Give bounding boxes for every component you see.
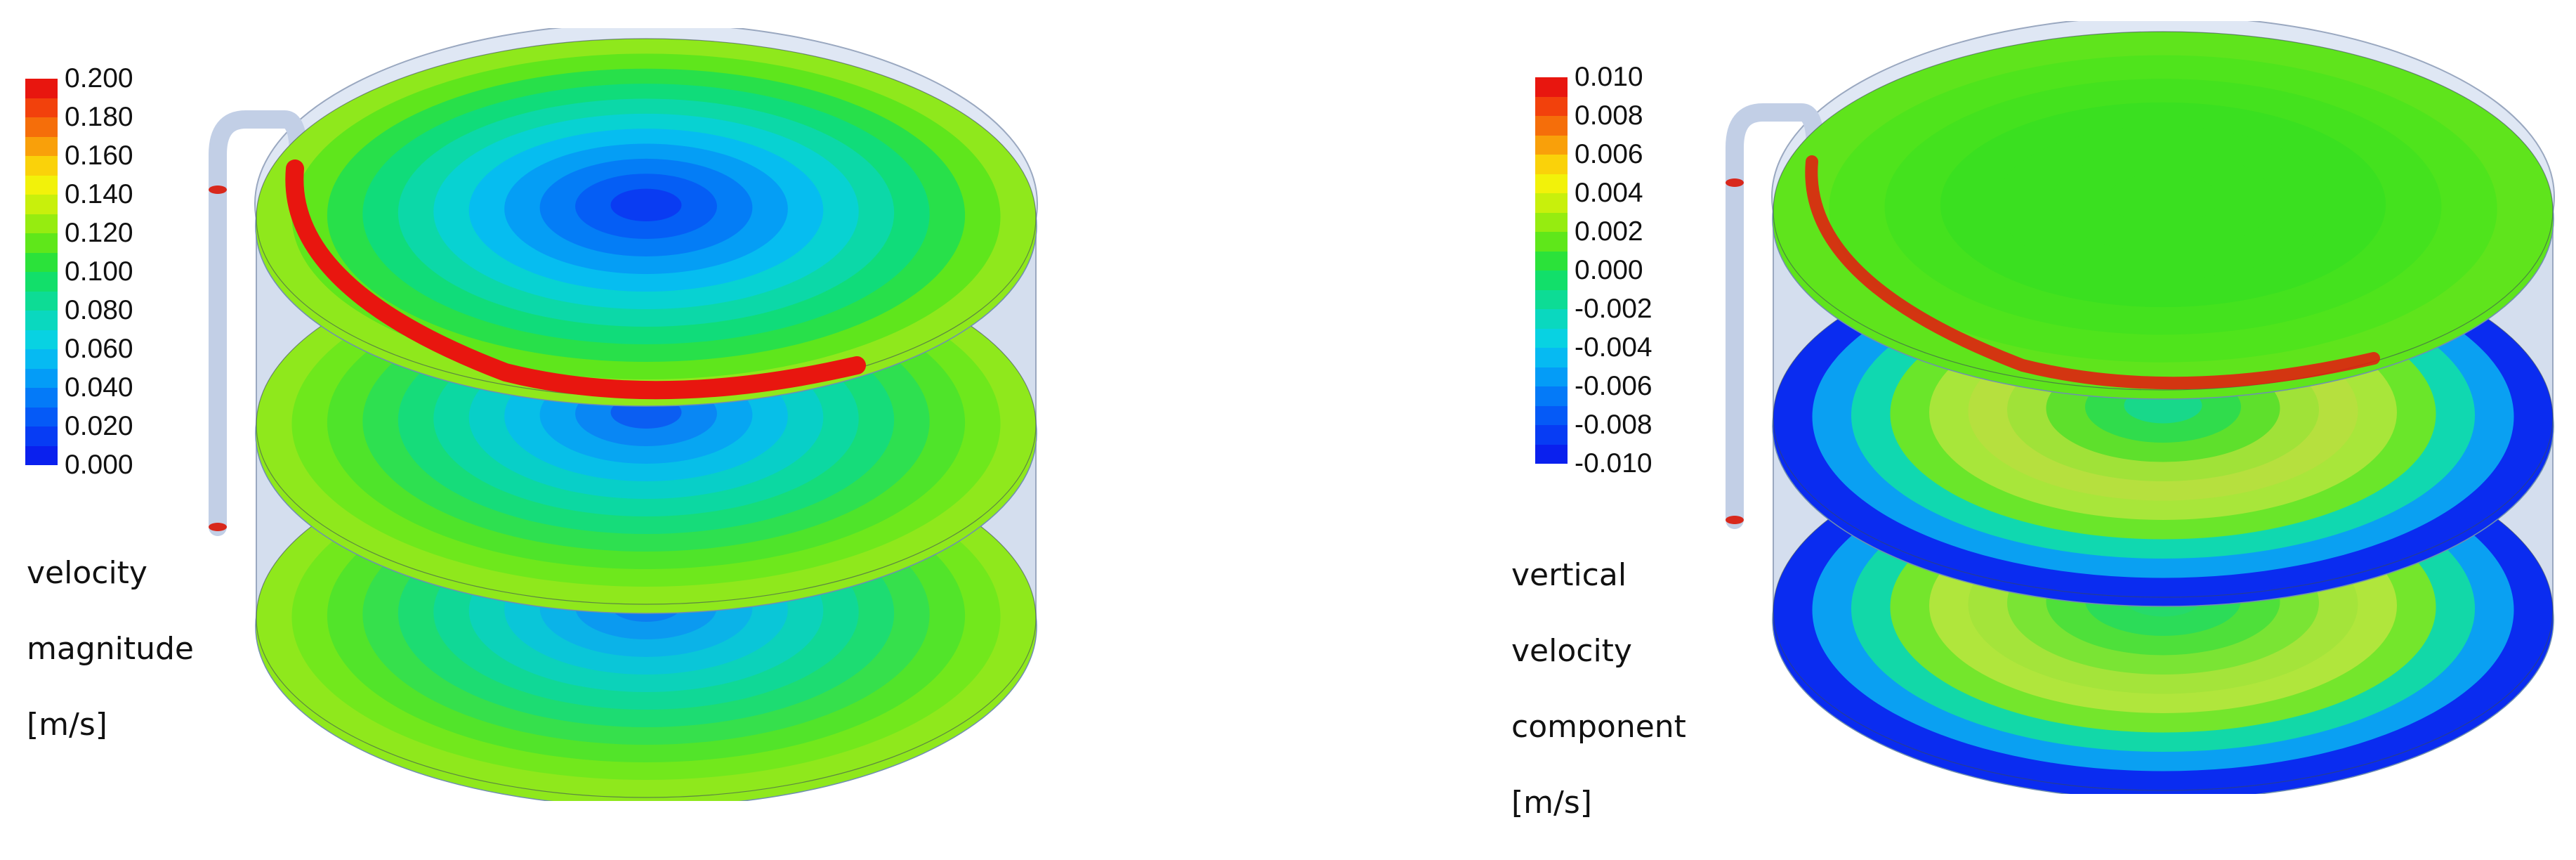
layer-outline bbox=[1773, 31, 2554, 391]
colorbar-swatch bbox=[1535, 212, 1568, 232]
colorbar-swatch bbox=[25, 445, 58, 465]
contour-band bbox=[610, 188, 682, 221]
colorbar-swatch bbox=[25, 233, 58, 253]
tick-label: -0.006 bbox=[1575, 371, 1652, 401]
pipe-marker bbox=[209, 523, 227, 531]
colorbar-swatch bbox=[1535, 174, 1568, 193]
colorbar-swatch bbox=[1535, 309, 1568, 329]
tick-label: 0.000 bbox=[1575, 255, 1643, 285]
legend-title: vertical velocity component [m/s] bbox=[1511, 519, 1686, 860]
colorbar-swatch bbox=[25, 98, 58, 117]
colorbar bbox=[25, 79, 58, 465]
legend-title-line: velocity bbox=[27, 555, 147, 591]
colorbar-swatch bbox=[1535, 289, 1568, 309]
tick-label: 0.200 bbox=[65, 63, 133, 93]
tank-contour-render bbox=[1726, 21, 2555, 794]
tick-label: 0.008 bbox=[1575, 100, 1643, 131]
colorbar-swatch bbox=[25, 272, 58, 292]
legend-title: velocity magnitude [m/s] bbox=[27, 516, 194, 782]
tick-label: -0.004 bbox=[1575, 332, 1652, 363]
colorbar-swatch bbox=[25, 195, 58, 214]
colorbar-tick-labels: 0.010 0.008 0.006 0.004 0.002 0.000 -0.0… bbox=[1575, 62, 1652, 491]
contour-layer-top bbox=[255, 38, 1037, 407]
pipe-marker bbox=[209, 185, 227, 194]
tick-label: 0.120 bbox=[65, 218, 133, 248]
pipe-marker bbox=[1726, 516, 1744, 524]
contour-layer-top bbox=[1772, 31, 2554, 400]
colorbar-swatch bbox=[1535, 193, 1568, 213]
colorbar-swatch bbox=[1535, 135, 1568, 155]
legend-title-line: [m/s] bbox=[27, 707, 107, 743]
colorbar-swatch bbox=[25, 117, 58, 137]
tick-label: 0.140 bbox=[65, 179, 133, 209]
colorbar-swatch bbox=[1535, 386, 1568, 406]
contour-band bbox=[2107, 173, 2219, 225]
tick-label: 0.002 bbox=[1575, 216, 1643, 247]
colorbar-swatch bbox=[25, 175, 58, 195]
colorbar-swatch bbox=[1535, 271, 1568, 290]
legend-title-line: magnitude bbox=[27, 631, 195, 667]
tank-contour-render bbox=[209, 28, 1038, 801]
colorbar-swatch bbox=[25, 330, 58, 349]
tick-label: -0.008 bbox=[1575, 410, 1652, 440]
tick-label: 0.180 bbox=[65, 102, 133, 132]
colorbar-swatch bbox=[1535, 77, 1568, 97]
colorbar-swatch bbox=[1535, 328, 1568, 348]
tick-label: -0.010 bbox=[1575, 448, 1652, 478]
tick-label: 0.000 bbox=[65, 450, 133, 480]
colorbar-swatch bbox=[25, 136, 58, 156]
colorbar-swatch bbox=[25, 79, 58, 98]
colorbar-swatch bbox=[1535, 348, 1568, 367]
colorbar-swatch bbox=[25, 252, 58, 272]
tick-label: -0.002 bbox=[1575, 294, 1652, 324]
tick-label: 0.010 bbox=[1575, 62, 1643, 92]
tick-label: 0.160 bbox=[65, 141, 133, 171]
colorbar-swatch bbox=[1535, 425, 1568, 445]
colorbar-swatch bbox=[1535, 367, 1568, 386]
pipe-marker bbox=[1726, 178, 1744, 187]
colorbar-swatch bbox=[1535, 155, 1568, 174]
colorbar-swatch bbox=[25, 291, 58, 311]
colorbar-swatch bbox=[1535, 251, 1568, 271]
tick-label: 0.006 bbox=[1575, 139, 1643, 169]
colorbar bbox=[1535, 77, 1568, 464]
legend-title-line: [m/s] bbox=[1511, 785, 1592, 821]
inlet-jet bbox=[1805, 155, 2380, 390]
colorbar-tick-labels: 0.200 0.180 0.160 0.140 0.120 0.100 0.08… bbox=[65, 63, 133, 493]
colorbar-swatch bbox=[1535, 444, 1568, 464]
colorbar-swatch bbox=[25, 214, 58, 233]
colorbar-swatch bbox=[25, 311, 58, 330]
tick-label: 0.060 bbox=[65, 334, 133, 364]
tick-label: 0.080 bbox=[65, 295, 133, 325]
figure-velocity-magnitude: 0.200 0.180 0.160 0.140 0.120 0.100 0.08… bbox=[0, 0, 1288, 804]
colorbar-swatch bbox=[25, 388, 58, 408]
tick-label: 0.100 bbox=[65, 256, 133, 287]
colorbar-swatch bbox=[25, 407, 58, 426]
tick-label: 0.004 bbox=[1575, 178, 1643, 208]
tick-label: 0.020 bbox=[65, 411, 133, 441]
colorbar-swatch bbox=[25, 426, 58, 446]
legend-title-line: vertical bbox=[1511, 557, 1627, 593]
colorbar-swatch bbox=[1535, 96, 1568, 116]
inlet-jet bbox=[285, 159, 866, 400]
colorbar-swatch bbox=[25, 349, 58, 369]
colorbar-swatch bbox=[25, 368, 58, 388]
legend-title-line: component bbox=[1511, 709, 1686, 745]
colorbar-swatch bbox=[1535, 232, 1568, 252]
figure-vertical-velocity: 0.010 0.008 0.006 0.004 0.002 0.000 -0.0… bbox=[1510, 0, 2576, 821]
colorbar-swatch bbox=[25, 156, 58, 176]
legend-title-line: velocity bbox=[1511, 633, 1632, 669]
colorbar-swatch bbox=[1535, 116, 1568, 136]
tick-label: 0.040 bbox=[65, 372, 133, 403]
colorbar-swatch bbox=[1535, 405, 1568, 425]
